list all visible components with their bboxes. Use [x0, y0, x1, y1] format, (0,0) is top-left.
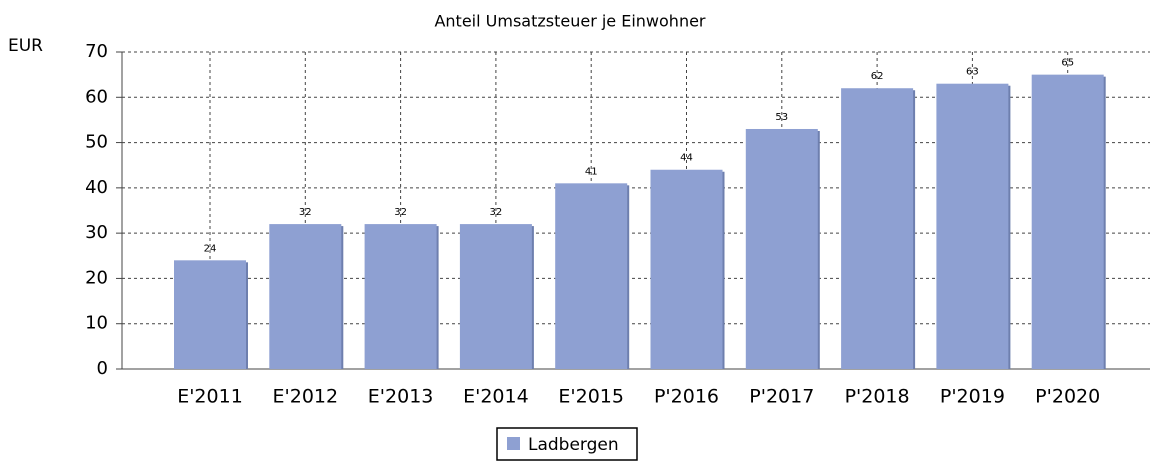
x-tick-label: E'2012	[273, 386, 339, 408]
data-label: 41	[585, 166, 598, 177]
bar	[936, 83, 1009, 369]
data-label: 32	[490, 207, 503, 218]
y-tick-label: 50	[85, 132, 108, 153]
y-tick-label: 60	[85, 86, 108, 107]
x-tick-label: E'2013	[368, 386, 434, 408]
bar	[555, 183, 628, 369]
y-tick-label: 10	[85, 313, 108, 334]
bar	[1031, 74, 1104, 370]
x-tick-label: P'2016	[654, 386, 719, 408]
bar	[745, 128, 818, 369]
data-label: 53	[775, 112, 788, 123]
x-tick-label: P'2018	[845, 386, 910, 408]
x-tick-label: E'2015	[558, 386, 624, 408]
data-label: 63	[966, 67, 979, 78]
bar	[650, 169, 723, 369]
bar	[364, 224, 437, 369]
bar	[841, 88, 914, 369]
data-label: 24	[204, 243, 217, 254]
y-tick-label: 70	[85, 41, 108, 62]
x-tick-label: P'2019	[940, 386, 1005, 408]
x-tick-label: P'2017	[749, 386, 814, 408]
legend-label: Ladbergen	[528, 435, 619, 455]
legend-box	[496, 427, 638, 461]
y-tick-label: 30	[85, 222, 108, 243]
data-label: 62	[871, 71, 884, 82]
legend-swatch	[507, 437, 520, 450]
data-label: 32	[299, 207, 312, 218]
x-tick-label: P'2020	[1035, 386, 1100, 408]
bar	[269, 224, 342, 369]
data-label: 44	[680, 153, 693, 164]
y-axis-label: EUR	[8, 36, 43, 56]
data-label: 32	[394, 207, 407, 218]
y-tick-label: 0	[97, 358, 108, 379]
bar	[459, 224, 532, 369]
data-label: 65	[1061, 58, 1074, 69]
x-tick-label: E'2014	[463, 386, 529, 408]
y-tick-label: 20	[85, 267, 108, 288]
bar	[174, 260, 246, 369]
y-tick-label: 40	[85, 177, 108, 198]
x-tick-label: E'2011	[177, 386, 243, 408]
chart-title: Anteil Umsatzsteuer je Einwohner	[434, 12, 705, 31]
